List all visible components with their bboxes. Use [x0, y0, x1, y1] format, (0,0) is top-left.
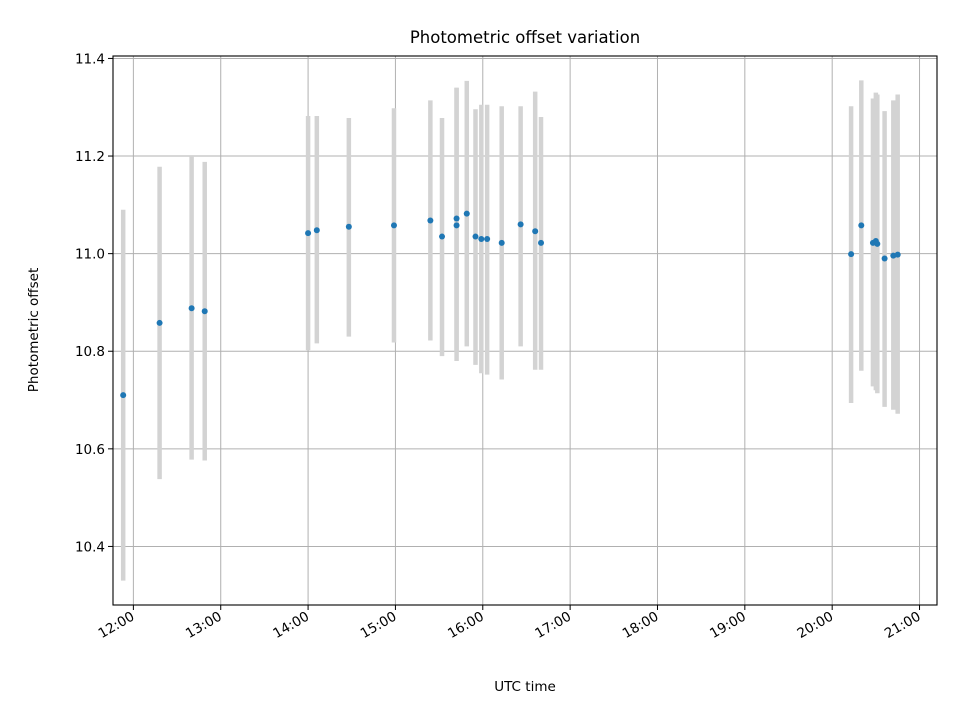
data-point	[453, 215, 460, 222]
data-point	[156, 319, 163, 326]
data-point	[427, 217, 434, 224]
data-point	[532, 228, 539, 235]
data-point	[498, 239, 505, 246]
data-point	[894, 251, 901, 258]
data-point	[390, 222, 397, 229]
data-point	[188, 305, 195, 312]
data-point	[345, 223, 352, 230]
y-tick-label: 11.4	[75, 51, 105, 67]
data-point	[517, 221, 524, 228]
data-point	[313, 227, 320, 234]
data-point	[858, 222, 865, 229]
data-point	[874, 240, 881, 247]
y-tick-label: 11.2	[75, 149, 105, 165]
data-point	[463, 210, 470, 217]
data-point	[472, 233, 479, 240]
chart-title: Photometric offset variation	[410, 28, 640, 47]
data-point	[484, 236, 491, 242]
data-point	[538, 239, 545, 246]
data-point	[478, 236, 485, 242]
data-point	[453, 222, 460, 229]
data-point	[201, 308, 208, 315]
data-point	[120, 392, 127, 399]
plot-frame	[112, 55, 938, 606]
data-point	[305, 230, 312, 237]
y-axis-label: Photometric offset	[26, 268, 42, 392]
data-point	[881, 255, 888, 262]
y-tick-label: 10.4	[75, 539, 105, 555]
x-axis-label: UTC time	[494, 679, 556, 695]
y-tick-label: 10.6	[75, 442, 105, 458]
data-points	[120, 210, 901, 399]
y-tick-label: 11.0	[75, 247, 105, 263]
data-point	[848, 251, 855, 258]
data-point	[439, 233, 446, 240]
y-tick-label: 10.8	[75, 344, 105, 360]
